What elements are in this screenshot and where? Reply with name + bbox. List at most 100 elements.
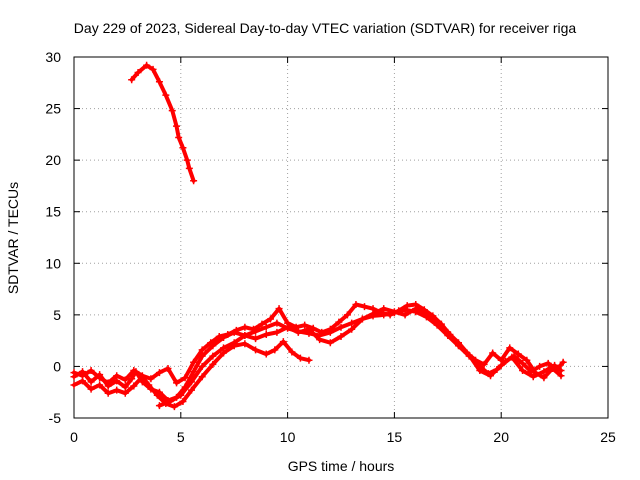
data-point: [318, 328, 326, 336]
x-tick-label: 0: [70, 429, 78, 445]
data-point: [128, 76, 136, 84]
data-point: [305, 356, 313, 364]
data-point: [198, 346, 206, 354]
data-point: [401, 311, 409, 319]
data-point: [175, 133, 183, 141]
data-point: [275, 305, 283, 313]
data-point: [121, 383, 129, 391]
data-point: [215, 333, 223, 341]
data-point: [335, 318, 343, 326]
data-point: [104, 379, 112, 387]
data-point: [143, 61, 151, 69]
x-tick-label: 10: [280, 429, 296, 445]
data-point: [207, 339, 215, 347]
data-point: [209, 360, 217, 368]
data-point: [316, 336, 324, 344]
data-point: [262, 330, 270, 338]
data-point: [536, 362, 544, 370]
data-point: [134, 68, 142, 76]
data-point: [79, 372, 87, 380]
data-point: [87, 385, 95, 393]
x-tick-label: 5: [177, 429, 185, 445]
data-point: [551, 361, 559, 369]
data-point: [179, 397, 187, 405]
data-point: [514, 350, 522, 358]
data-point: [252, 335, 260, 343]
data-point: [352, 301, 360, 309]
data-point: [358, 315, 366, 323]
data-point: [104, 389, 112, 397]
data-point: [177, 391, 185, 399]
data-point: [155, 402, 163, 410]
data-point: [241, 323, 249, 331]
data-point: [149, 65, 157, 73]
data-point: [343, 311, 351, 319]
data-point: [138, 372, 146, 380]
data-point: [249, 325, 257, 333]
data-point: [540, 374, 548, 382]
y-tick-label: 0: [53, 358, 61, 374]
data-point: [190, 358, 198, 366]
plot-frame: [73, 56, 609, 419]
data-point: [190, 177, 198, 185]
data-point: [183, 156, 191, 164]
data-point: [187, 378, 195, 386]
data-point: [557, 367, 565, 375]
y-tick-label: -5: [49, 410, 62, 426]
data-point: [519, 359, 527, 367]
data-point: [179, 144, 187, 152]
y-tick-label: 15: [45, 204, 61, 220]
data-point: [258, 320, 266, 328]
data-point: [173, 379, 181, 387]
data-point: [508, 353, 516, 361]
data-point: [113, 372, 121, 380]
data-point: [422, 310, 430, 318]
data-point: [294, 328, 302, 336]
series-group: [70, 61, 567, 411]
data-point: [337, 333, 345, 341]
data-point: [360, 303, 368, 311]
data-point: [185, 164, 193, 172]
data-point: [87, 378, 95, 386]
y-tick-label: 25: [45, 101, 61, 117]
data-point: [284, 323, 292, 331]
data-point: [121, 389, 129, 397]
data-point: [168, 107, 176, 115]
data-point: [465, 351, 473, 359]
data-point: [369, 310, 377, 318]
data-point: [497, 361, 505, 369]
data-point: [523, 356, 531, 364]
data-point: [326, 339, 334, 347]
data-point: [390, 308, 398, 316]
series-line-trace-3: [72, 302, 563, 385]
data-point: [544, 359, 552, 367]
data-point: [348, 325, 356, 333]
data-point: [487, 372, 495, 380]
data-point: [224, 330, 232, 338]
data-point: [187, 386, 195, 394]
data-point: [130, 367, 138, 375]
x-tick-label: 20: [493, 429, 509, 445]
data-point: [153, 391, 161, 399]
data-point: [262, 323, 270, 331]
data-point: [70, 369, 78, 377]
y-tick-label: 20: [45, 152, 61, 168]
y-tick-label: 10: [45, 255, 61, 271]
data-point: [380, 305, 388, 313]
data-point: [267, 315, 275, 323]
data-point: [232, 326, 240, 334]
data-point: [209, 352, 217, 360]
data-point: [305, 325, 313, 333]
data-point: [454, 339, 462, 347]
data-point: [87, 367, 95, 375]
data-point: [476, 367, 484, 375]
data-point: [70, 381, 78, 389]
data-point: [155, 78, 163, 86]
data-point: [279, 338, 287, 346]
data-point: [444, 328, 452, 336]
data-point: [348, 319, 356, 327]
data-point: [296, 354, 304, 362]
data-point: [519, 367, 527, 375]
data-point: [198, 373, 206, 381]
data-point: [130, 382, 138, 390]
